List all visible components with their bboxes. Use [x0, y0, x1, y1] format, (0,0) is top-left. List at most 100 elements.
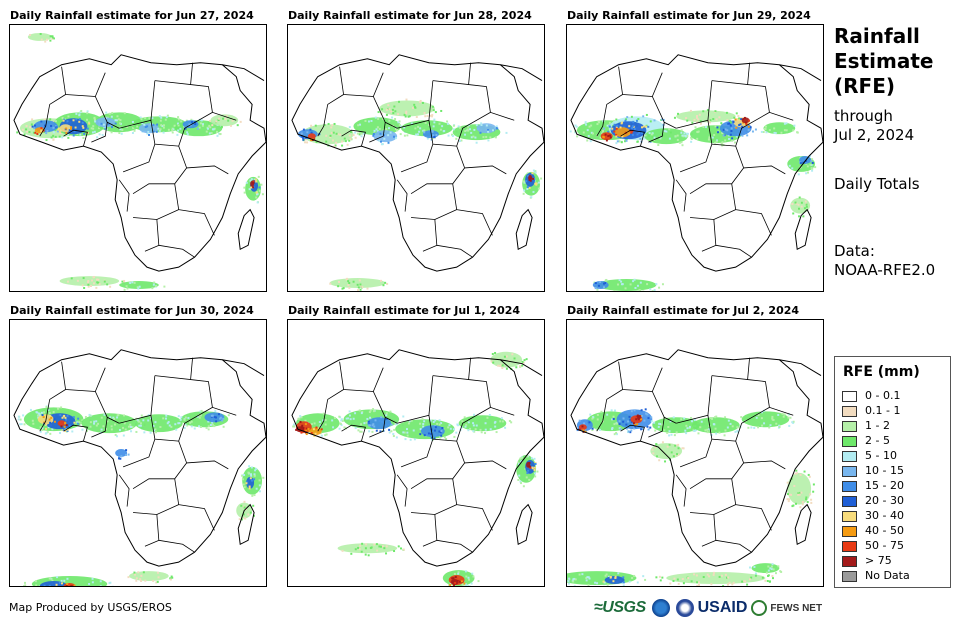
country-border [648, 417, 665, 438]
rainfall-speckle [601, 132, 604, 135]
rainfall-speckle [330, 131, 333, 134]
rainfall-speckle [180, 120, 183, 123]
rainfall-speckle [597, 284, 600, 287]
rainfall-speckle [783, 413, 786, 416]
rainfall-speckle [507, 359, 510, 362]
rainfall-speckle [45, 132, 48, 135]
rainfall-speckle [805, 496, 808, 499]
rainfall-speckle [728, 119, 731, 122]
rainfall-speckle [302, 138, 305, 141]
africa-map-svg [13, 349, 266, 586]
rainfall-speckle [67, 115, 70, 118]
rainfall-speckle [105, 128, 108, 131]
totals-label: Daily Totals [834, 175, 920, 193]
rainfall-speckle [110, 115, 113, 118]
rainfall-speckle [119, 457, 122, 460]
rainfall-speckle [86, 118, 88, 121]
rainfall-speckle [186, 131, 189, 134]
rainfall-speckle [405, 112, 408, 115]
rainfall-speckle [185, 423, 188, 426]
rainfall-speckle [532, 177, 535, 180]
rainfall-speckle [589, 413, 592, 416]
rainfall-speckle [100, 428, 103, 431]
rainfall-speckle [140, 414, 143, 417]
rainfall-speckle [668, 434, 671, 437]
rainfall-speckle [536, 470, 539, 473]
rainfall-speckle [44, 124, 47, 127]
rainfall-speckle [89, 425, 92, 428]
rainfall-speckle [229, 124, 232, 127]
rainfall-speckle [716, 139, 719, 142]
rainfall-speckle [29, 126, 32, 129]
rainfall-speckle [179, 418, 182, 421]
rainfall-speckle [387, 104, 390, 107]
rainfall-speckle [177, 124, 180, 127]
rainfall-speckle [25, 125, 28, 128]
rainfall-speckle [448, 424, 451, 427]
rainfall-speckle [659, 137, 662, 140]
rainfall-speckle [33, 127, 36, 130]
rainfall-speckle [519, 365, 522, 368]
rainfall-speckle [627, 420, 630, 423]
rainfall-speckle [51, 37, 54, 40]
rainfall-speckle [253, 514, 255, 517]
rainfall-speckle [612, 119, 615, 122]
rainfall-speckle [385, 545, 388, 548]
rainfall-speckle [348, 286, 351, 289]
rainfall-speckle [467, 584, 470, 586]
rainfall-speckle [184, 416, 187, 419]
rainfall-speckle [211, 423, 214, 426]
rainfall-speckle [761, 576, 764, 579]
rainfall-speckle [582, 429, 585, 432]
rainfall-speckle [49, 35, 52, 38]
rainfall-speckle [468, 128, 471, 131]
rainfall-speckle [639, 281, 642, 284]
rainfall-speckle [242, 483, 245, 486]
rainfall-speckle [91, 279, 94, 282]
rainfall-speckle [61, 117, 64, 120]
rainfall-speckle [166, 114, 169, 117]
rainfall-speckle [419, 100, 422, 103]
rainfall-speckle [644, 578, 647, 581]
rainfall-speckle [712, 571, 715, 574]
rainfall-speckle [673, 116, 676, 119]
rainfall-speckle [757, 414, 760, 416]
rainfall-speckle [479, 428, 482, 431]
rainfall-speckle [618, 279, 621, 282]
rainfall-speckle [249, 186, 252, 189]
rainfall-speckle [50, 136, 53, 139]
rainfall-speckle [59, 431, 62, 434]
rainfall-speckle [526, 185, 529, 188]
rainfall-speckle [760, 130, 763, 133]
rainfall-speckle [62, 119, 65, 122]
rainfall-area [27, 32, 52, 41]
rainfall-speckle [70, 126, 73, 129]
rainfall-speckle [388, 127, 391, 130]
rainfall-speckle [147, 130, 150, 133]
rainfall-speckle [731, 425, 734, 428]
rainfall-speckle [64, 429, 67, 432]
rainfall-speckle [123, 422, 126, 425]
country-border [690, 478, 737, 515]
rainfall-speckle [714, 427, 717, 430]
rainfall-speckle [133, 129, 136, 132]
rainfall-speckle [534, 182, 537, 185]
rainfall-speckle [81, 428, 84, 431]
rainfall-speckle [573, 577, 576, 580]
rainfall-speckle [348, 410, 351, 413]
rainfall-speckle [785, 129, 788, 132]
rainfall-speckle [40, 38, 43, 41]
rainfall-speckle [468, 585, 471, 586]
rainfall-area [329, 278, 386, 288]
rainfall-speckle [324, 423, 327, 426]
africa-coastline [291, 349, 544, 567]
rainfall-speckle [640, 414, 643, 417]
rainfall-speckle [529, 466, 532, 469]
rainfall-speckle [57, 127, 60, 130]
country-border [178, 504, 215, 531]
rainfall-speckle [253, 178, 256, 181]
rainfall-speckle [697, 130, 700, 133]
rainfall-speckle [747, 426, 750, 429]
rainfall-speckle [186, 133, 189, 136]
rainfall-speckle [528, 186, 531, 189]
